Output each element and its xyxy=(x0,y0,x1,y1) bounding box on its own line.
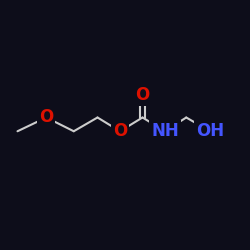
Text: O: O xyxy=(136,86,149,104)
Text: O: O xyxy=(39,108,54,126)
Text: NH: NH xyxy=(151,122,179,140)
Text: O: O xyxy=(113,122,127,140)
Text: OH: OH xyxy=(196,122,224,140)
